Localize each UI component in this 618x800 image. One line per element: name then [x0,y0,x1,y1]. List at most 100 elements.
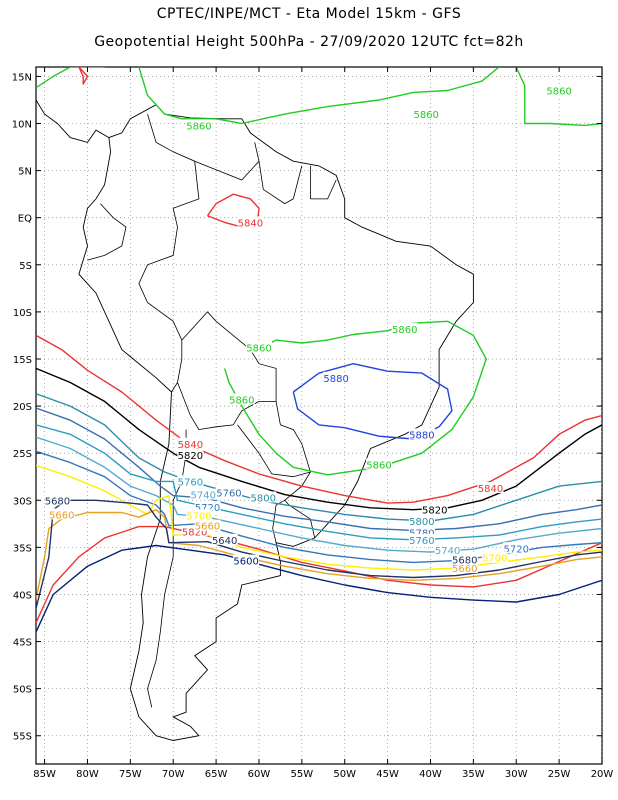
lat-tick-label: EQ [18,214,32,225]
lat-tick-label: 30S [13,496,32,507]
contour-label-bg [391,322,418,334]
contour-line-5860 [515,67,602,127]
contour-label-bg [408,526,435,538]
contour-label-bg [228,393,255,405]
contour-label: 5860 [546,87,571,98]
contour-label: 5840 [178,440,203,451]
lon-tick-label: 45W [376,769,399,780]
contour-label-bg [250,491,277,503]
lon-tick-label: 80W [76,769,99,780]
map-title-line-1: CPTEC/INPE/MCT - Eta Model 15km - GFS [156,6,462,22]
contour-label: 5860 [413,110,438,121]
contour-label-bg [413,108,440,120]
contour-line-5840 [78,67,89,85]
lat-tick-label: 10S [13,308,32,319]
contour-label-bg [177,449,204,461]
contour-label: 5800 [251,493,276,504]
contour-label: 5780 [409,528,434,539]
contour-label-bg [245,341,272,353]
contour-line-5820 [36,367,602,511]
lon-tick-label: 50W [333,769,356,780]
lat-tick-label: 5N [18,167,32,178]
contour-label-bg [194,519,221,531]
contour-label-bg [44,494,71,506]
contour-label: 5840 [478,484,503,495]
contour-label-bg [451,562,478,574]
contour-label: 5680 [45,496,70,507]
contour-label: 5820 [422,506,447,517]
contour-label: 5880 [409,430,434,441]
contour-label: 5800 [409,517,434,528]
contour-line-5760 [36,424,602,541]
contour-label-bg [185,509,212,521]
lat-tick-label: 15S [13,355,32,366]
contour-label-bg [366,458,393,470]
contour-label-bg [194,500,221,512]
country-border [258,161,294,205]
height-contours [36,67,602,633]
lon-tick-label: 20W [591,769,614,780]
south-america-coastline [78,104,474,741]
contour-label: 5820 [178,451,203,462]
contour-label: 5860 [366,460,391,471]
country-border [147,429,187,708]
contour-line-5740 [36,436,602,553]
map-title-line-2: Geopotential Height 500hPa - 27/09/2020 … [94,34,524,50]
contour-label: 5860 [246,344,271,355]
country-border [194,142,260,181]
contour-label: 5860 [392,325,417,336]
contour-label-bg [177,437,204,449]
contour-label-bg [185,119,212,131]
contour-label-bg [211,533,238,545]
contour-label: 5680 [452,556,477,567]
contour-label: 5880 [323,374,348,385]
contour-label-bg [215,486,242,498]
contour-label-bg [177,475,204,487]
lat-tick-label: 10N [12,120,32,131]
contour-label-bg [477,482,504,494]
map-axes: 85W 80W 75W 70W 65W 60W 55W 50W 45W 40W 35W 30W 25W 2… [12,67,614,780]
country-border [292,165,303,199]
contour-label: 5640 [212,536,237,547]
country-border [87,203,127,261]
graticule-grid [36,67,602,764]
contour-label: 5860 [186,121,211,132]
contour-line-5860 [36,67,105,89]
contour-label: 5740 [191,491,216,502]
lat-tick-label: 55S [13,732,32,743]
contour-label: 5760 [216,489,241,500]
contour-label-bg [48,508,75,520]
contour-line-5840 [206,193,260,228]
contour-line-5600 [36,544,602,633]
contour-label-bg [451,553,478,565]
contour-label: 5700 [186,511,211,522]
contour-label: 5720 [195,503,220,514]
country-border [272,499,285,543]
contour-line-5840 [36,334,602,504]
contour-label-bg [546,84,573,96]
contour-line-5860 [138,67,500,125]
contour-label: 5600 [233,557,258,568]
lon-tick-label: 75W [119,769,142,780]
contour-label: 5740 [435,546,460,557]
lon-tick-label: 60W [248,769,271,780]
lat-tick-label: 15N [12,72,32,83]
contour-label: 5720 [504,544,529,555]
contour-label-bg [421,503,448,515]
lon-tick-label: 55W [291,769,314,780]
lon-tick-label: 35W [462,769,485,780]
contour-label: 5820 [182,527,207,538]
contour-line-5780 [36,407,602,532]
contour-label: 5660 [49,510,74,521]
contour-label: 5660 [452,564,477,575]
lat-tick-label: 5S [19,261,32,272]
lat-tick-label: 40S [13,590,32,601]
lat-tick-label: 50S [13,685,32,696]
country-border [177,382,277,431]
contour-line-5840 [36,525,602,623]
contour-label: 5840 [238,218,263,229]
contour-label-bg [481,551,508,563]
contour-label-bg [408,428,435,440]
lon-tick-label: 70W [162,769,185,780]
contour-label: 5700 [482,554,507,565]
